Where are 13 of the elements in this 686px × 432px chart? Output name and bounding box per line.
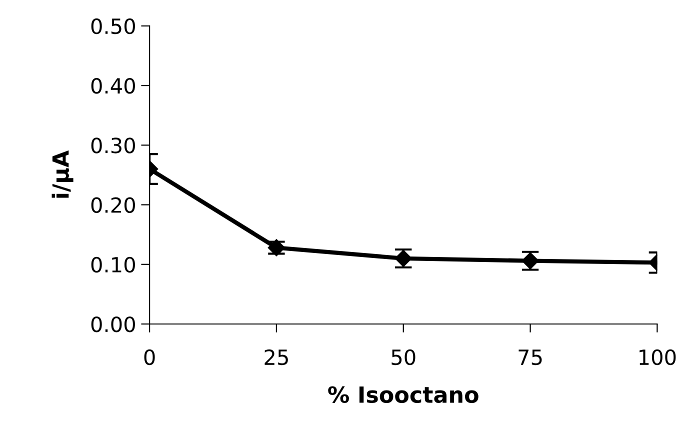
y-tick-label: 0.00 bbox=[91, 316, 135, 332]
x-axis-title: % Isooctano bbox=[328, 386, 478, 404]
y-tick-label: 0.50 bbox=[91, 18, 135, 34]
x-tick-label: 50 bbox=[392, 349, 416, 366]
y-axis-title: i/µA bbox=[52, 150, 74, 198]
y-tick-label: 0.30 bbox=[91, 138, 135, 154]
y-tick-label: 0.10 bbox=[91, 256, 135, 273]
x-tick-label: 75 bbox=[518, 350, 542, 366]
x-tick-label: 0 bbox=[144, 349, 155, 366]
y-tick-label: 0.40 bbox=[91, 78, 135, 94]
x-tick-label: 100 bbox=[640, 349, 676, 366]
y-tick-label: 0.20 bbox=[91, 197, 135, 213]
x-tick-label: 25 bbox=[264, 349, 288, 366]
